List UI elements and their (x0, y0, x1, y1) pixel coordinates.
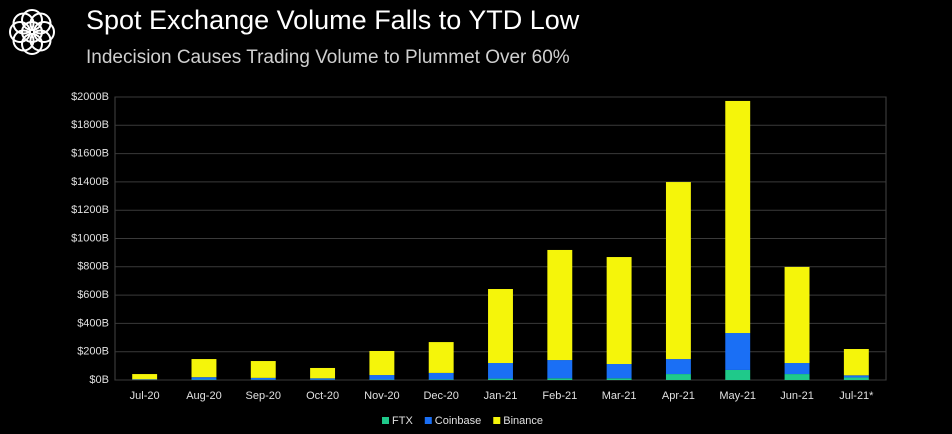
bar-segment (784, 266, 810, 364)
legend-label: FTX (392, 415, 413, 427)
x-tick-label: Jul-20 (130, 390, 160, 402)
bar-segment (428, 342, 454, 373)
bar-segment (547, 378, 573, 380)
x-tick-label: Dec-20 (423, 390, 458, 402)
bar-segment (843, 375, 869, 378)
bar-segment (250, 361, 276, 378)
x-tick-label: Oct-20 (306, 390, 339, 402)
bar-segment (665, 182, 691, 360)
bar-segment (606, 364, 632, 379)
bar-segment (132, 374, 158, 380)
bar-segment (310, 378, 336, 380)
x-tick-label: Jul-21* (839, 390, 874, 402)
bar-segment (725, 100, 751, 334)
y-tick-label: $1800B (71, 119, 109, 131)
bar-segment (725, 369, 751, 380)
bar-segment (784, 374, 810, 380)
bar-segment (428, 372, 454, 380)
bar-segment (369, 350, 395, 376)
bar-segment (547, 249, 573, 361)
x-tick-label: Aug-20 (186, 390, 221, 402)
bar-segment (725, 333, 751, 370)
y-tick-label: $1000B (71, 232, 109, 244)
bar-segment (665, 374, 691, 380)
bar-segment (250, 377, 276, 380)
legend-swatch (493, 417, 501, 424)
bar-segment (428, 379, 454, 380)
legend-label: Coinbase (435, 415, 481, 427)
logo (9, 9, 55, 55)
y-tick-label: $0B (89, 374, 109, 386)
bar-segment (606, 378, 632, 380)
x-tick-label: May-21 (719, 390, 756, 402)
x-tick-label: Apr-21 (662, 390, 695, 402)
bar-segment (488, 363, 513, 379)
bar-segment (843, 377, 869, 380)
y-tick-label: $200B (77, 346, 109, 358)
bar-segment (784, 363, 810, 375)
y-tick-label: $2000B (71, 91, 109, 103)
bar-segment (191, 377, 217, 380)
y-tick-label: $800B (77, 261, 109, 273)
y-tick-label: $600B (77, 289, 109, 301)
x-tick-label: Sep-20 (246, 390, 281, 402)
bar-segment (606, 257, 632, 365)
y-tick-label: $1400B (71, 176, 109, 188)
bar-segment (310, 367, 336, 379)
bar-segment (191, 359, 217, 378)
bar-segment (488, 289, 513, 364)
x-tick-label: Feb-21 (542, 390, 577, 402)
bar-segment (547, 360, 573, 379)
y-tick-label: $400B (77, 317, 109, 329)
chart-title: Spot Exchange Volume Falls to YTD Low (86, 5, 580, 35)
bar-segment (369, 375, 395, 380)
bar-segment (488, 378, 513, 380)
x-tick-label: Nov-20 (364, 390, 399, 402)
x-tick-label: Jan-21 (484, 390, 518, 402)
legend-swatch (424, 417, 432, 424)
chart-subtitle: Indecision Causes Trading Volume to Plum… (86, 47, 570, 68)
y-tick-label: $1600B (71, 148, 109, 160)
x-tick-label: Jun-21 (780, 390, 814, 402)
bar-segment (665, 359, 691, 375)
legend-label: Binance (503, 415, 543, 427)
legend-swatch (382, 417, 389, 424)
y-tick-label: $1200B (71, 204, 109, 216)
bar-segment (132, 379, 158, 380)
bar-segment (843, 349, 869, 376)
x-tick-label: Mar-21 (602, 390, 637, 402)
